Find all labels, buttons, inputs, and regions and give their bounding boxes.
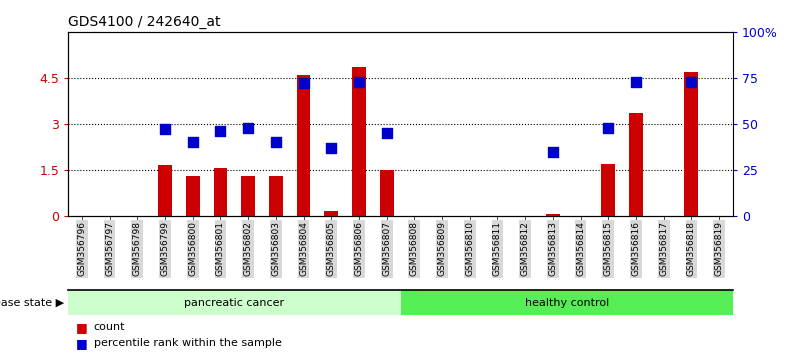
Point [546, 149, 559, 154]
Point [630, 79, 642, 84]
Text: GDS4100 / 242640_at: GDS4100 / 242640_at [68, 16, 220, 29]
Bar [684, 72, 698, 216]
Bar [68, 290, 400, 315]
Bar [352, 67, 366, 216]
Point [325, 145, 338, 151]
Bar [158, 165, 172, 216]
Point [602, 125, 614, 130]
Point [297, 81, 310, 86]
Text: count: count [94, 322, 125, 332]
Bar [546, 215, 560, 216]
Bar [241, 176, 255, 216]
Bar [629, 113, 643, 216]
Point [187, 139, 199, 145]
Bar [324, 211, 338, 216]
Bar [186, 176, 199, 216]
Text: ■: ■ [76, 321, 88, 334]
Text: disease state ▶: disease state ▶ [0, 298, 64, 308]
Text: pancreatic cancer: pancreatic cancer [184, 298, 284, 308]
Text: ■: ■ [76, 337, 88, 350]
Point [242, 125, 255, 130]
Text: healthy control: healthy control [525, 298, 609, 308]
Bar [214, 169, 227, 216]
Point [352, 79, 365, 84]
Point [269, 139, 282, 145]
Bar [602, 164, 615, 216]
Bar [380, 170, 393, 216]
Point [159, 127, 171, 132]
Text: percentile rank within the sample: percentile rank within the sample [94, 338, 282, 348]
Point [380, 130, 393, 136]
Point [685, 79, 698, 84]
Bar [296, 75, 311, 216]
Point [214, 129, 227, 134]
Bar [400, 290, 733, 315]
Bar [269, 176, 283, 216]
